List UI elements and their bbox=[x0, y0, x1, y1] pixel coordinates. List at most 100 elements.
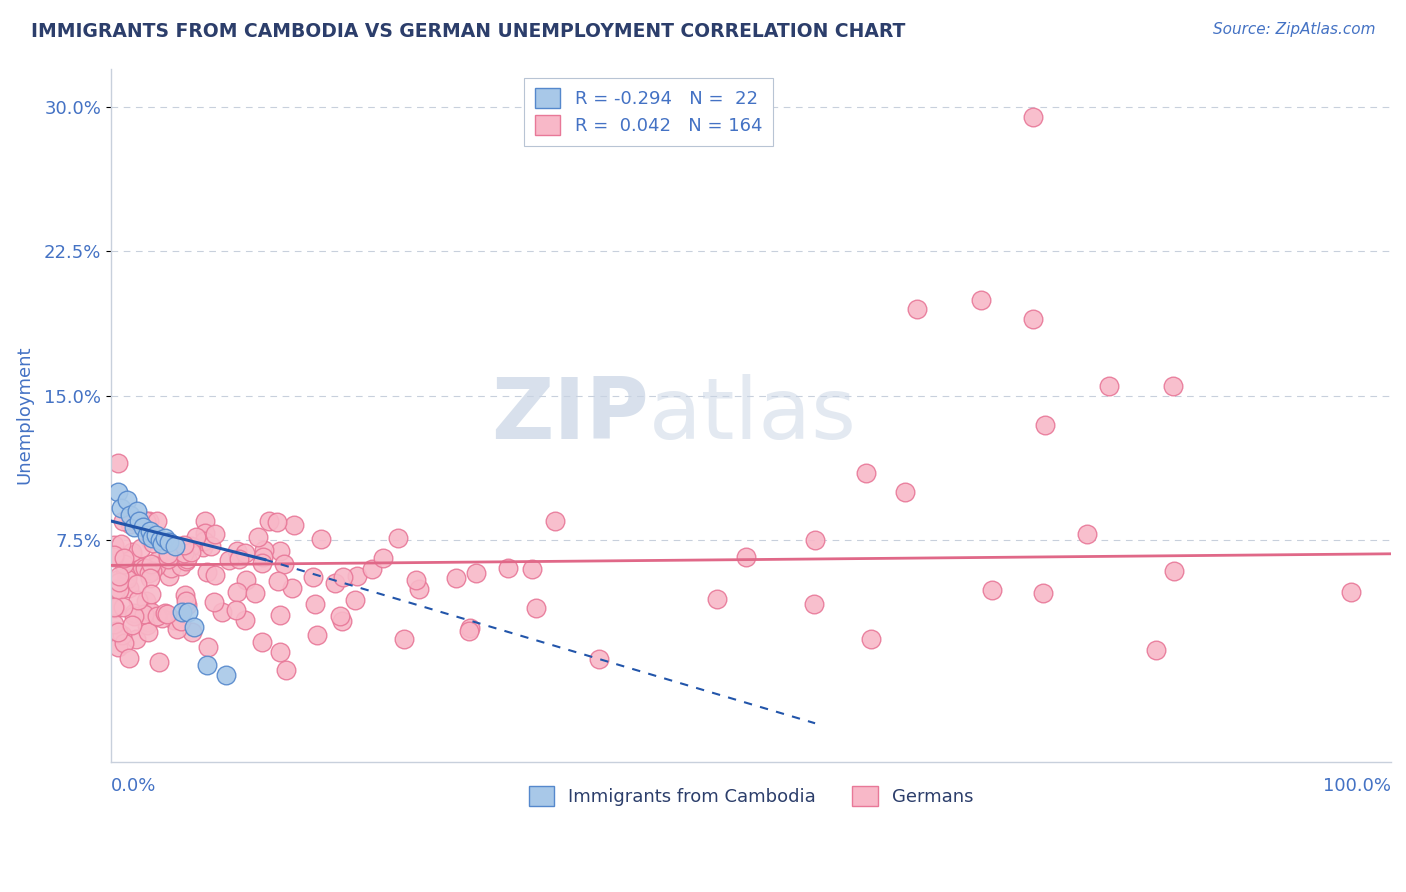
Point bbox=[121, 618, 143, 632]
Point bbox=[361, 562, 384, 576]
Point bbox=[135, 618, 157, 632]
Point bbox=[181, 624, 204, 639]
Point bbox=[105, 624, 128, 639]
Point bbox=[157, 569, 180, 583]
Point bbox=[112, 557, 135, 571]
Point bbox=[121, 548, 143, 562]
Point bbox=[150, 611, 173, 625]
Point bbox=[111, 628, 134, 642]
Point bbox=[267, 574, 290, 588]
Point bbox=[145, 527, 167, 541]
Point bbox=[149, 533, 172, 548]
Point bbox=[458, 621, 481, 635]
Point bbox=[304, 597, 326, 611]
Point bbox=[394, 632, 416, 646]
Point bbox=[233, 613, 256, 627]
Point bbox=[122, 608, 145, 623]
Point bbox=[855, 466, 877, 480]
Point bbox=[127, 593, 149, 607]
Point bbox=[1032, 585, 1054, 599]
Point bbox=[307, 627, 329, 641]
Point bbox=[465, 566, 488, 580]
Point bbox=[127, 514, 149, 528]
Point bbox=[706, 591, 728, 606]
Point bbox=[141, 564, 163, 578]
Point bbox=[125, 504, 148, 518]
Point bbox=[145, 609, 167, 624]
Point bbox=[136, 527, 159, 541]
Point bbox=[1163, 564, 1185, 578]
Point bbox=[302, 570, 325, 584]
Point bbox=[194, 526, 217, 541]
Point bbox=[103, 548, 125, 562]
Point bbox=[152, 537, 174, 551]
Point bbox=[1144, 643, 1167, 657]
Point bbox=[332, 569, 354, 583]
Point bbox=[266, 515, 288, 529]
Point bbox=[183, 620, 205, 634]
Point bbox=[107, 624, 129, 639]
Point bbox=[235, 574, 257, 588]
Point bbox=[860, 632, 883, 646]
Point bbox=[108, 575, 131, 590]
Point bbox=[233, 546, 256, 560]
Point bbox=[115, 569, 138, 583]
Point bbox=[257, 514, 280, 528]
Point bbox=[1098, 379, 1121, 393]
Point bbox=[153, 532, 176, 546]
Point bbox=[228, 552, 250, 566]
Point bbox=[173, 546, 195, 560]
Point bbox=[142, 536, 165, 550]
Point bbox=[1076, 526, 1098, 541]
Point bbox=[103, 550, 125, 565]
Point bbox=[893, 485, 915, 500]
Point bbox=[250, 634, 273, 648]
Point bbox=[146, 514, 169, 528]
Point bbox=[104, 582, 127, 597]
Point bbox=[225, 603, 247, 617]
Point bbox=[323, 576, 346, 591]
Point bbox=[120, 516, 142, 531]
Point bbox=[387, 532, 409, 546]
Point bbox=[107, 485, 129, 500]
Text: atlas: atlas bbox=[648, 374, 856, 457]
Point bbox=[104, 600, 127, 615]
Point bbox=[107, 456, 129, 470]
Point bbox=[253, 543, 276, 558]
Point bbox=[170, 614, 193, 628]
Point bbox=[520, 562, 543, 576]
Point bbox=[166, 622, 188, 636]
Point bbox=[162, 613, 184, 627]
Point bbox=[252, 557, 274, 571]
Point bbox=[273, 557, 295, 571]
Point bbox=[103, 599, 125, 614]
Point bbox=[588, 651, 610, 665]
Point bbox=[218, 553, 240, 567]
Point bbox=[211, 606, 233, 620]
Point bbox=[170, 605, 193, 619]
Point bbox=[269, 645, 291, 659]
Point bbox=[173, 538, 195, 552]
Point bbox=[544, 514, 567, 528]
Point bbox=[496, 560, 519, 574]
Point bbox=[107, 640, 129, 654]
Point bbox=[115, 572, 138, 586]
Point bbox=[105, 574, 128, 588]
Point bbox=[343, 592, 366, 607]
Point bbox=[121, 544, 143, 558]
Point bbox=[118, 651, 141, 665]
Point bbox=[191, 540, 214, 554]
Point bbox=[174, 588, 197, 602]
Point bbox=[157, 547, 180, 561]
Point bbox=[408, 582, 430, 597]
Point bbox=[134, 561, 156, 575]
Point bbox=[122, 520, 145, 534]
Point bbox=[176, 598, 198, 612]
Point bbox=[111, 514, 134, 528]
Point bbox=[226, 543, 249, 558]
Point bbox=[141, 587, 163, 601]
Point bbox=[122, 606, 145, 620]
Point bbox=[110, 500, 132, 515]
Point bbox=[1340, 585, 1362, 599]
Point bbox=[157, 535, 180, 549]
